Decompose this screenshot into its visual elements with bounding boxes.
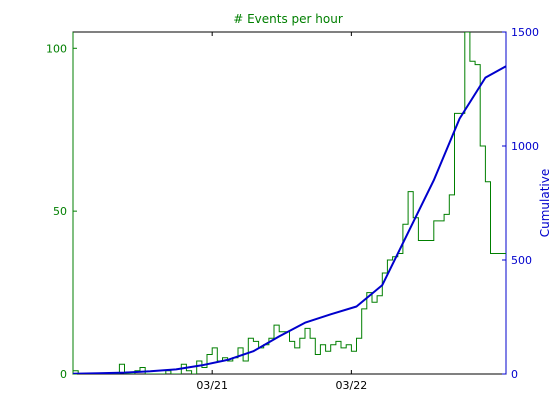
right-tick-label: 1000 <box>511 140 539 153</box>
series-layer <box>73 32 506 374</box>
x-axis: 03/21 03/22 <box>196 32 367 392</box>
right-tick-label: 0 <box>511 368 518 381</box>
left-tick-label: 0 <box>60 368 67 381</box>
left-tick-label: 100 <box>46 42 67 55</box>
chart-title: # Events per hour <box>233 12 343 26</box>
left-tick-label: 50 <box>53 205 67 218</box>
cumulative-series <box>73 65 506 374</box>
right-tick-label: 500 <box>511 254 532 267</box>
plot-frame <box>72 31 507 375</box>
x-tick-label: 03/21 <box>196 379 228 392</box>
x-tick-label: 03/22 <box>336 379 368 392</box>
hourly-events-series <box>73 32 506 374</box>
right-tick-label: 1500 <box>511 26 539 39</box>
right-y-axis-label: Cumulative <box>538 169 552 238</box>
left-y-axis: 0 50 100 <box>46 32 77 381</box>
right-y-axis: 0 500 1000 1500 <box>502 26 539 381</box>
